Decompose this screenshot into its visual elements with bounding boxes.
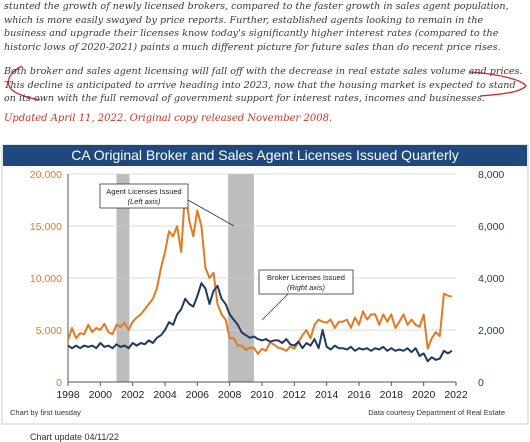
x-tick-label: 2004 <box>153 389 177 401</box>
x-tick-label: 2014 <box>315 389 339 401</box>
article-paragraph-2: Both broker and sales agent licensing wi… <box>4 66 523 104</box>
red-scribble-annotation <box>7 65 527 101</box>
x-tick-label: 2012 <box>283 389 307 401</box>
x-tick-label: 2018 <box>380 389 404 401</box>
y-left-tick-label: 5,000 <box>36 325 62 337</box>
y-right-tick-label: 6,000 <box>478 221 504 233</box>
update-note: Updated April 11, 2022. Original copy re… <box>4 113 333 124</box>
data-source: Data courtesy Department of Real Estate <box>368 408 505 417</box>
plot-area: 0 5,000 10,000 15,000 20,000 0 2,000 4,000 6,000… <box>30 169 505 401</box>
broker-annotation-box <box>258 269 354 295</box>
broker-licenses-line <box>67 282 453 363</box>
broker-annotation-pointer <box>261 293 289 321</box>
agent-licenses-line <box>67 188 453 355</box>
y-left-tick-label: 15,000 <box>30 221 62 233</box>
x-tick-label: 2010 <box>250 389 274 401</box>
x-tick-label: 2006 <box>186 389 210 401</box>
y-right-tick-label: 0 <box>478 377 484 389</box>
licenses-chart: CA Original Broker and Sales Agent Licen… <box>1 144 529 425</box>
y-left-tick-label: 0 <box>56 377 62 389</box>
agent-annotation-pointer <box>187 199 235 227</box>
x-tick-label: 1998 <box>56 389 80 401</box>
x-tick-label: 2002 <box>121 389 145 401</box>
chart-credit: Chart by first tuesday <box>10 408 81 417</box>
chart-title: CA Original Broker and Sales Agent Licen… <box>71 147 459 163</box>
y-right-tick-label: 4,000 <box>478 273 504 285</box>
agent-annotation-box <box>99 183 189 209</box>
article-paragraph-1: stunted the growth of newly licensed bro… <box>4 1 509 53</box>
y-right-tick-label: 2,000 <box>478 325 504 337</box>
scribble-left-mark <box>7 65 41 101</box>
x-tick-label: 2020 <box>412 389 436 401</box>
x-tick-label: 2016 <box>347 389 371 401</box>
x-tick-label: 2008 <box>218 389 242 401</box>
y-left-tick-label: 20,000 <box>30 169 62 181</box>
y-left-tick-label: 10,000 <box>30 273 62 285</box>
broker-annotation-axis: (Right axis) <box>287 283 325 292</box>
broker-annotation-title: Broker Licenses Issued <box>267 273 345 282</box>
agent-annotation-axis: (Left axis) <box>128 197 161 206</box>
chart-update-note: Chart update 04/11/22 <box>30 432 119 442</box>
scribble-right-mark <box>469 71 527 97</box>
x-tick-label: 2000 <box>89 389 113 401</box>
chart-title-bar <box>3 145 527 166</box>
y-right-tick-label: 8,000 <box>478 169 504 181</box>
agent-annotation-title: Agent Licenses Issued <box>106 187 181 196</box>
x-tick-label: 2022 <box>444 389 468 401</box>
